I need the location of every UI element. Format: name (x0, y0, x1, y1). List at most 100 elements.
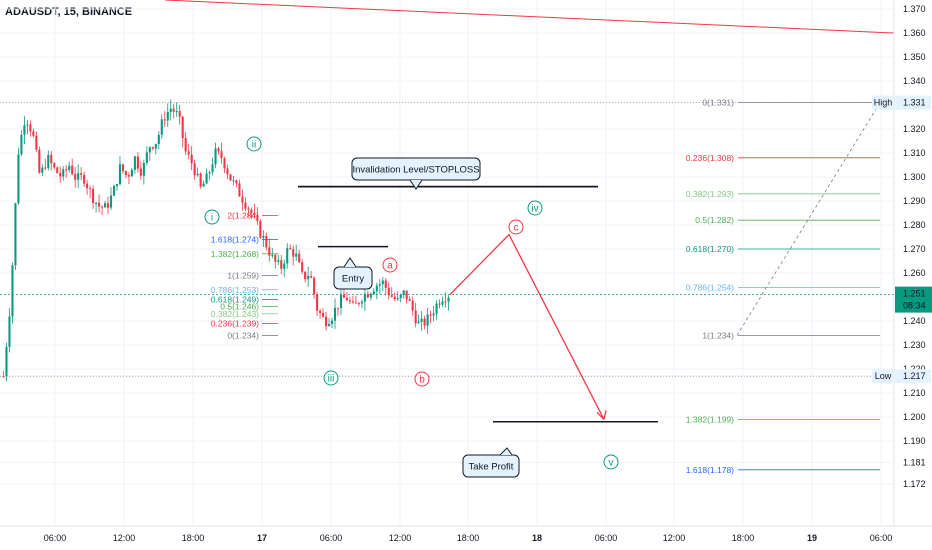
candle-body (384, 280, 387, 288)
low-value: 1.217 (903, 371, 926, 381)
time-tick-label: 18 (532, 533, 542, 543)
candle-body (172, 108, 175, 112)
candle-body (378, 284, 381, 286)
candle-body (157, 134, 160, 144)
candle-body (127, 175, 130, 177)
fib-left-label: 0.382(1.243) (211, 309, 259, 319)
candle-body (62, 169, 65, 177)
price-tick-label: 1.320 (903, 124, 926, 134)
price-tick-label: 1.240 (903, 316, 926, 326)
price-tick-label: 1.290 (903, 196, 926, 206)
candle-body (363, 294, 366, 302)
candle-body (109, 195, 113, 208)
candle-body (208, 172, 211, 174)
price-tick-label: 1.210 (903, 388, 926, 398)
fibonacci-levels: 2(1.284) 1.618(1.274) 1.382(1.268) 1(1.259)… (211, 98, 881, 475)
candle-body (103, 203, 107, 208)
wave-iv: iv (527, 200, 543, 216)
candle-body (184, 138, 187, 152)
fib-left-label: 2(1.284) (227, 210, 259, 220)
time-tick-label: 18:00 (182, 533, 205, 543)
candle-body (256, 214, 259, 222)
candle-body (50, 154, 53, 164)
candle-body (187, 151, 190, 155)
candle-body (166, 112, 169, 121)
wave-iv-text: iv (531, 203, 538, 214)
candle-body (112, 185, 116, 196)
fib-right-label: 0.236(1.308) (686, 153, 734, 163)
candle-body (435, 303, 438, 314)
candle-body (432, 313, 435, 316)
current-price-value: 1.251 (903, 289, 926, 299)
fib-left-label: 0.236(1.239) (211, 318, 259, 328)
time-tick-label: 18:00 (457, 533, 480, 543)
price-tick-label: 1.230 (903, 340, 926, 350)
entry-callout-tail (343, 257, 357, 268)
high-tag: High (874, 98, 893, 108)
fib-right-label: 0.786(1.254) (686, 282, 734, 292)
high-value: 1.331 (903, 98, 926, 108)
candle-body (438, 303, 441, 305)
candle-body (265, 236, 268, 248)
wave-b: b (414, 371, 430, 387)
candle-body (429, 314, 432, 316)
fib-left-label: 0(1.234) (227, 330, 259, 340)
price-tick-label: 1.270 (903, 244, 926, 254)
price-tick-label: 1.340 (903, 76, 926, 86)
candle-body (327, 323, 331, 326)
time-tick-label: 06:00 (595, 533, 618, 543)
fib-left-label: 0.5(1.246) (220, 302, 259, 312)
take-profit-callout-text: Take Profit (469, 462, 514, 473)
fib-left-label: 1(1.259) (227, 270, 259, 280)
wave-c-circle (508, 219, 524, 235)
candle-body (217, 148, 220, 152)
candle-body (14, 203, 17, 266)
wave-ii-circle (246, 136, 262, 152)
entry-callout-text: Entry (342, 274, 364, 285)
candle-body (333, 307, 337, 321)
fib-trend-dashed (736, 102, 881, 336)
candle-body (20, 134, 23, 155)
fib-right-label: 0.5(1.282) (695, 215, 734, 225)
candle-body (95, 202, 98, 204)
trendline (164, 0, 895, 34)
candle-body (106, 203, 110, 208)
candle-body (154, 143, 157, 149)
candle-body (262, 236, 265, 238)
candle-body (247, 208, 250, 210)
candle-body (89, 188, 92, 190)
candle-body (151, 147, 154, 149)
candle-body (408, 299, 411, 301)
wave-iii-text: iii (328, 373, 335, 384)
candle-body (307, 275, 310, 280)
projection-arrowhead (596, 410, 607, 420)
wave-v-circle (603, 454, 619, 470)
candle-body (441, 301, 444, 305)
candle-body (345, 297, 349, 301)
candle-body (86, 183, 89, 189)
wave-iv-circle (527, 200, 543, 216)
candle-body (253, 212, 256, 215)
candle-body (304, 271, 307, 280)
low-value-bg (895, 369, 931, 384)
fib-right-label: 0.382(1.293) (686, 189, 734, 199)
candle-body (136, 156, 139, 169)
time-tick-label: 12:00 (113, 533, 136, 543)
candle-body (372, 291, 375, 294)
candle-body (133, 156, 136, 170)
candle-body (402, 290, 405, 295)
candle-body (286, 248, 289, 264)
candle-body (5, 346, 8, 377)
candle-body (322, 312, 325, 317)
wave-iii-circle (323, 370, 339, 386)
wave-v-text: v (609, 457, 614, 468)
time-tick-label: 06:00 (870, 533, 893, 543)
price-tick-label: 1.260 (903, 268, 926, 278)
candle-body (316, 294, 319, 311)
wave-iii: iii (323, 370, 339, 386)
candle-body (330, 320, 334, 324)
candle-body (301, 262, 304, 272)
candle-body (298, 253, 301, 263)
candle-body (71, 165, 74, 175)
